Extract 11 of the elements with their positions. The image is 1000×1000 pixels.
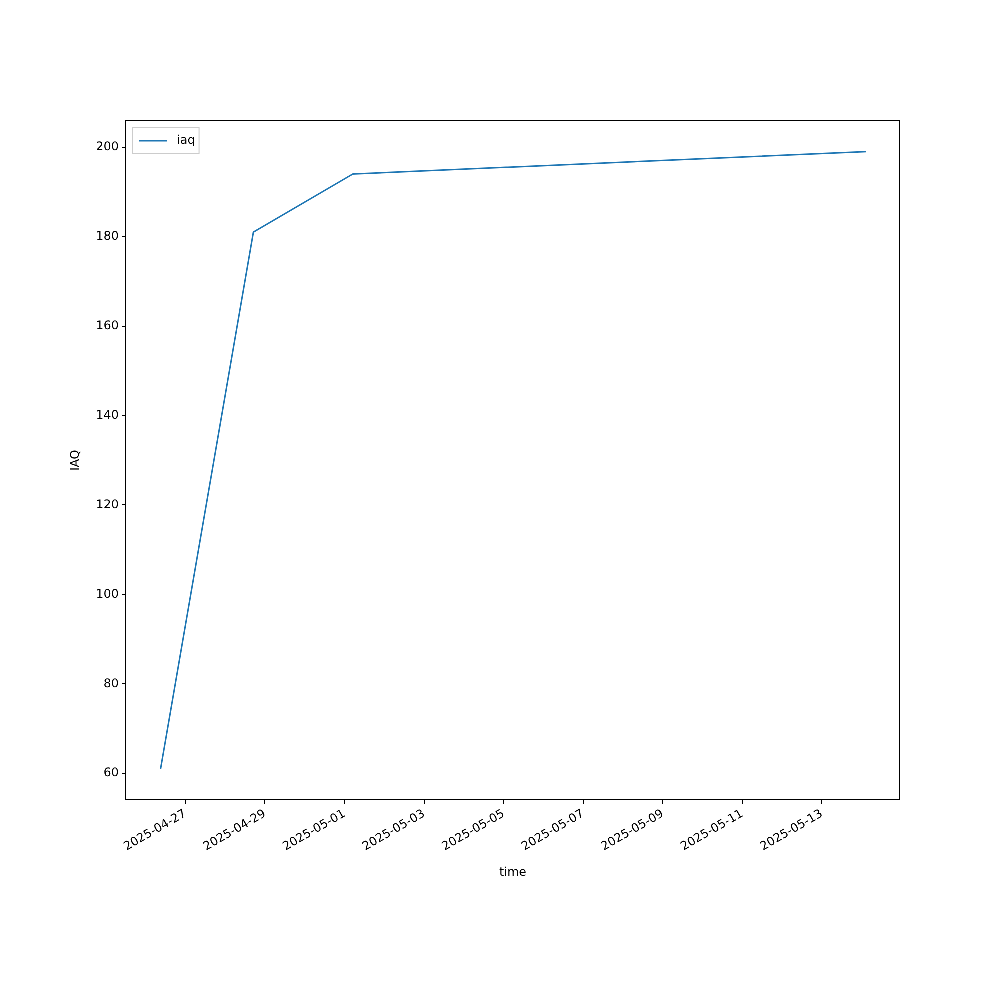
y-tick-label: 80: [104, 676, 119, 690]
y-tick-label: 60: [104, 766, 119, 780]
x-axis-title: time: [499, 865, 527, 880]
legend-label: iaq: [177, 133, 196, 148]
y-tick-label: 100: [96, 586, 119, 601]
y-tick-label: 160: [96, 318, 119, 332]
y-tick-label: 180: [96, 228, 119, 243]
y-tick-label: 200: [96, 140, 119, 154]
y-tick-label: 120: [96, 497, 119, 512]
y-tick-label: 140: [96, 408, 119, 422]
y-axis-title: IAQ: [68, 450, 82, 471]
